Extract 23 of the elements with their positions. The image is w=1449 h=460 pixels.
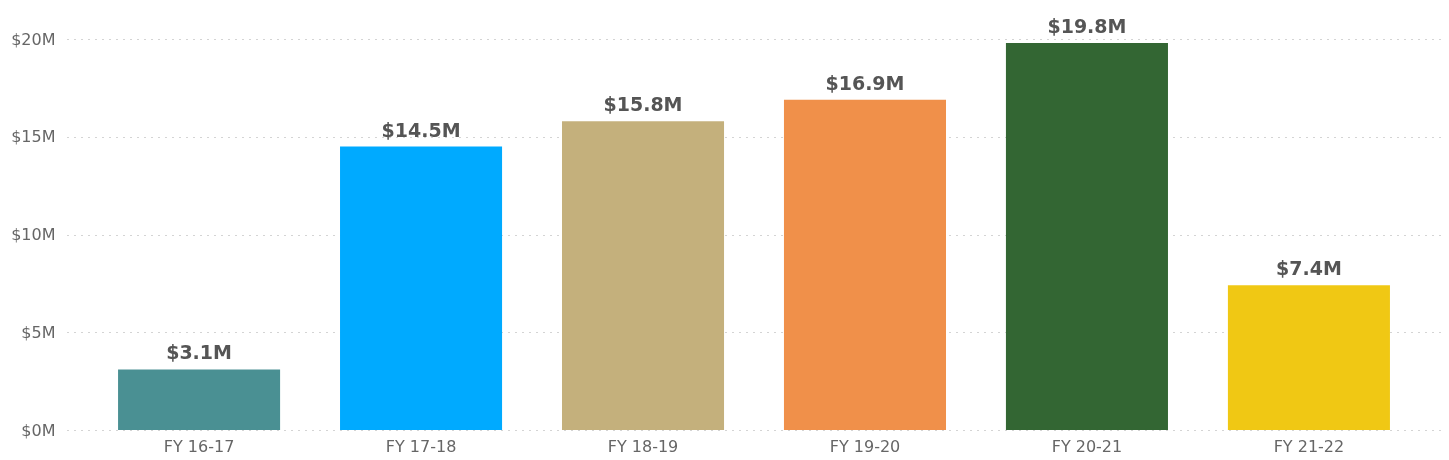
x-tick-label: FY 20-21 — [1051, 436, 1123, 456]
bar — [1227, 285, 1390, 430]
y-tick-label: $0M — [21, 420, 56, 440]
x-tick-label: FY 21-22 — [1273, 436, 1345, 456]
data-label: $7.4M — [1276, 257, 1342, 280]
data-label: $14.5M — [381, 118, 461, 141]
bar — [1005, 43, 1168, 430]
x-tick-label: FY 18-19 — [607, 436, 679, 456]
x-tick-label: FY 17-18 — [385, 436, 457, 456]
data-label: $3.1M — [166, 341, 232, 364]
y-tick-label: $10M — [11, 225, 56, 245]
bar — [340, 146, 503, 430]
data-label: $19.8M — [1047, 15, 1127, 37]
y-tick-label: $15M — [11, 127, 56, 147]
x-tick-label: FY 19-20 — [829, 436, 901, 456]
bar — [783, 99, 946, 430]
bar — [562, 121, 725, 430]
data-label: $16.9M — [825, 71, 905, 94]
y-tick-label: $5M — [21, 322, 56, 342]
bar — [118, 369, 281, 430]
y-tick-label: $20M — [11, 29, 56, 49]
data-label: $15.8M — [603, 93, 683, 116]
x-tick-label: FY 16-17 — [163, 436, 235, 456]
